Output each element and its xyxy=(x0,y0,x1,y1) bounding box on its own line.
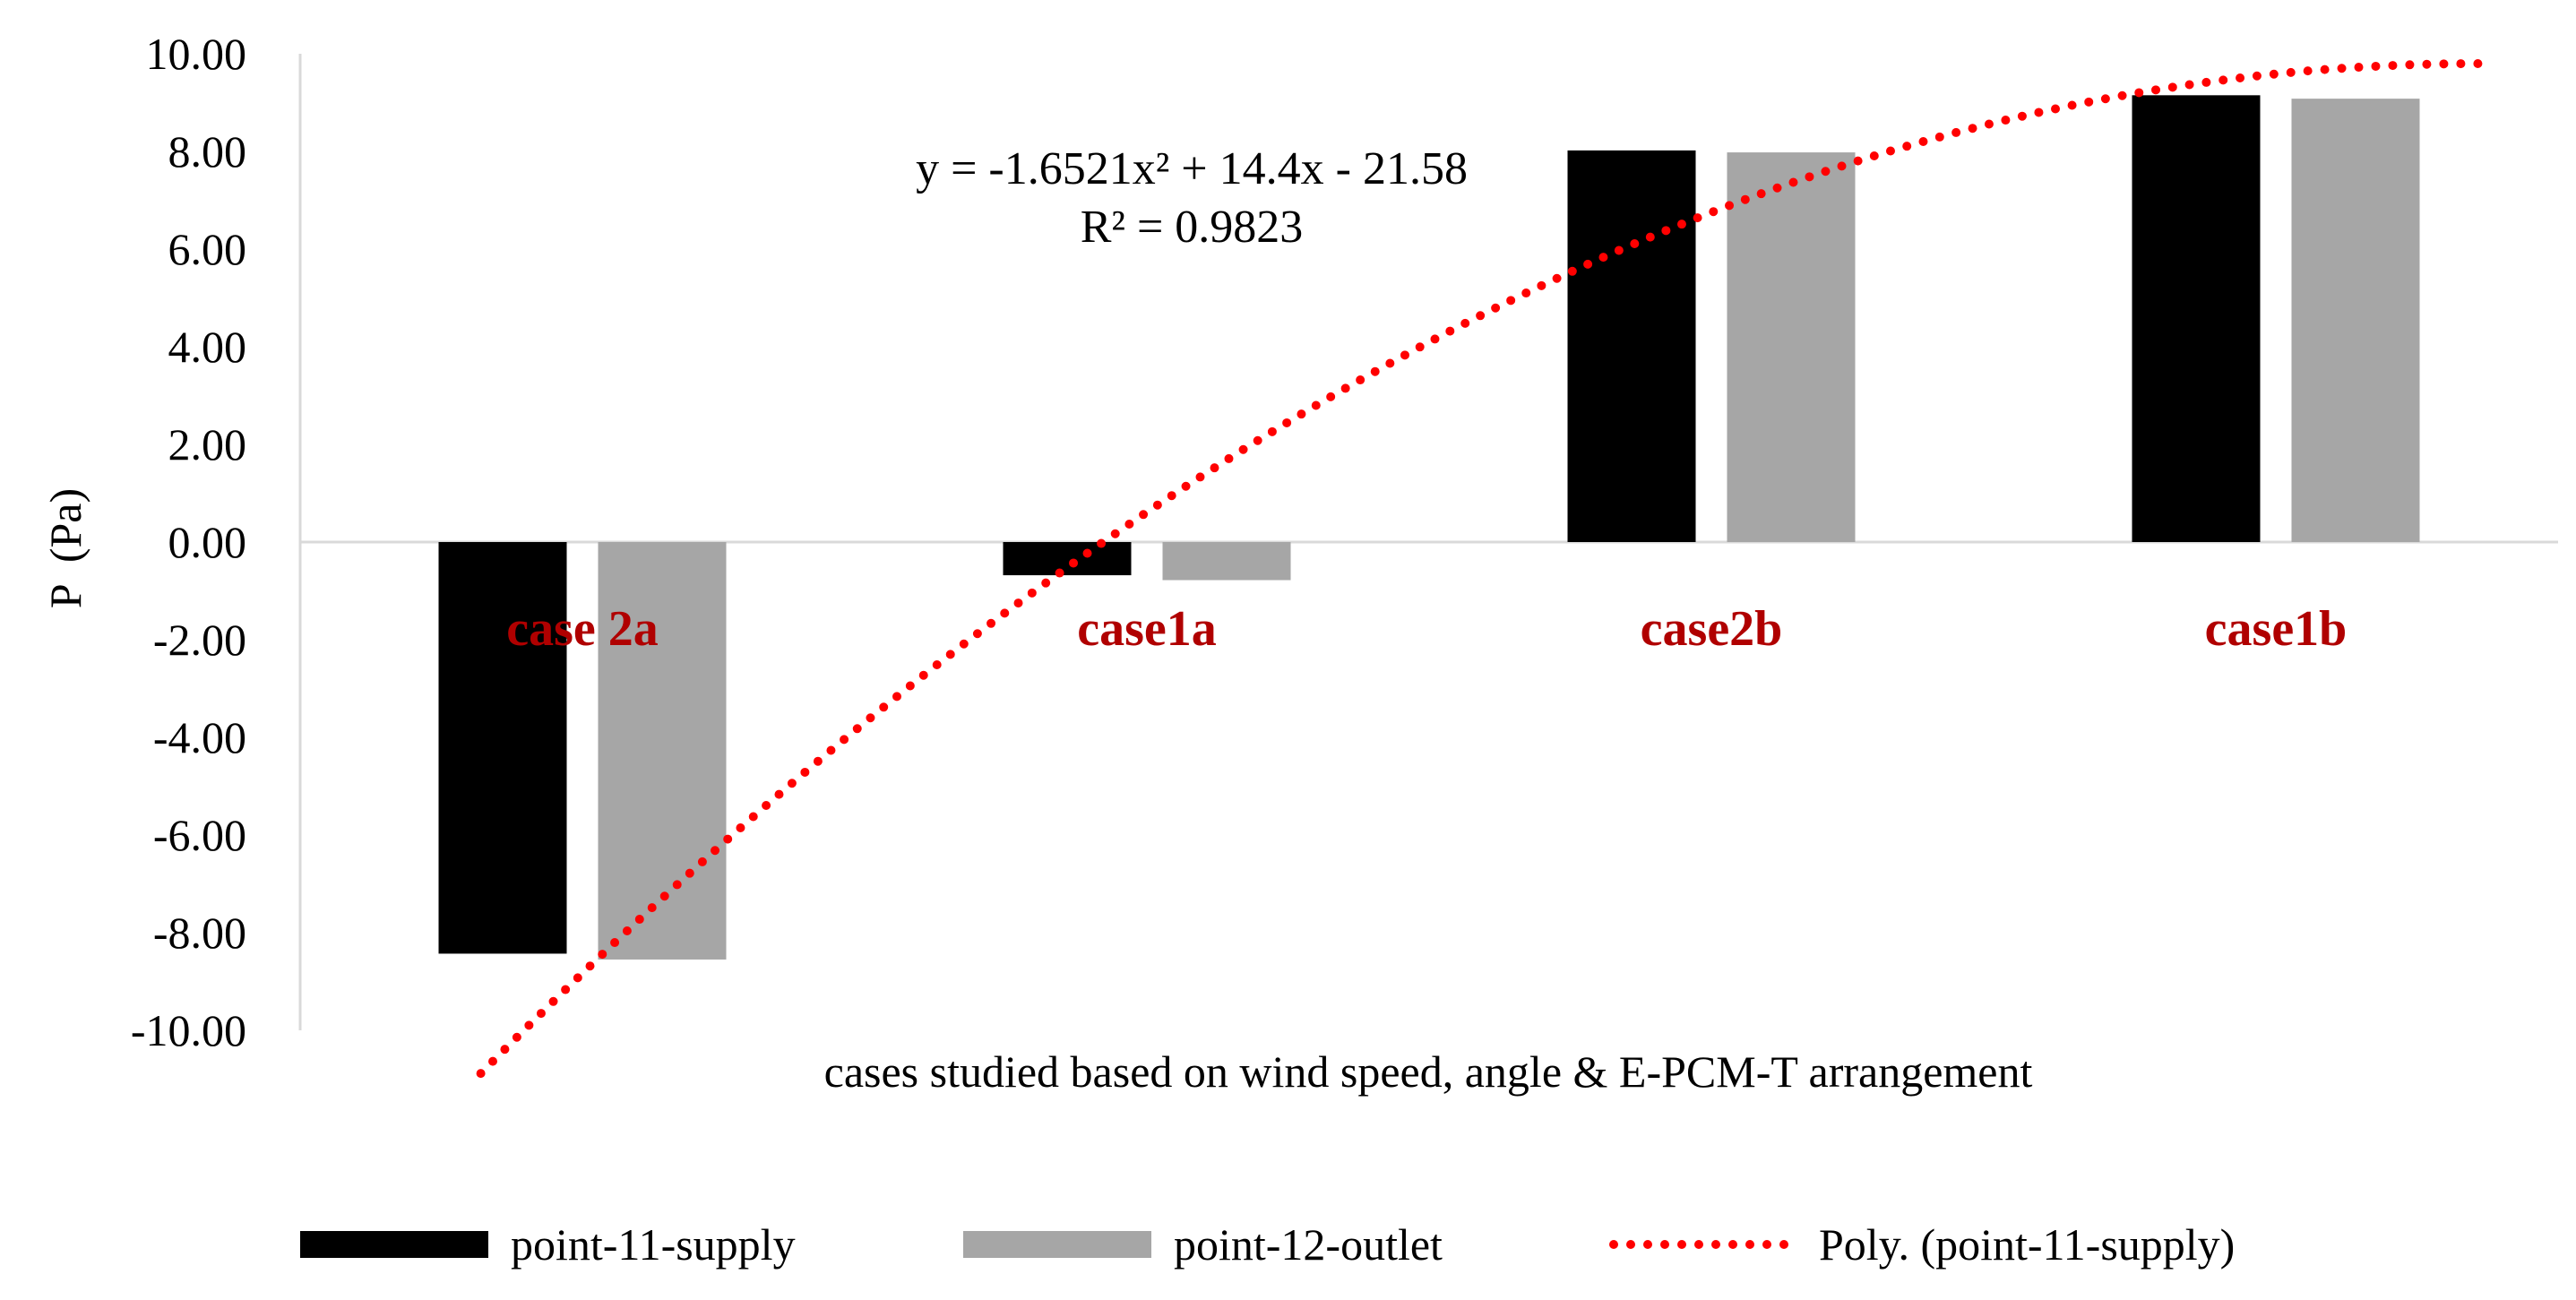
bar-point-11-supply xyxy=(1003,542,1132,576)
y-tick-label: 2.00 xyxy=(168,419,247,469)
category-label: case1a xyxy=(1077,601,1217,657)
bar-point-11-supply xyxy=(1567,150,1696,542)
y-tick-label: -4.00 xyxy=(153,712,246,762)
legend-swatch xyxy=(963,1231,1151,1258)
y-tick-label: -8.00 xyxy=(153,908,246,958)
bar-point-12-outlet xyxy=(2291,99,2420,542)
category-labels: case 2a case1a case2b case1b xyxy=(506,601,2347,657)
trendline-r-squared: R² = 0.9823 xyxy=(1081,202,1304,253)
trendline xyxy=(476,59,2495,1079)
legend-item: Poly. (point-11-supply) xyxy=(1609,1219,2235,1270)
y-tick-label: -6.00 xyxy=(153,810,246,860)
y-tick-label: -10.00 xyxy=(131,1005,246,1055)
trendline-layer xyxy=(476,59,2495,1079)
category-label: case2b xyxy=(1641,601,1783,657)
legend-item: point-12-outlet xyxy=(963,1219,1443,1270)
bar-point-11-supply xyxy=(2132,95,2261,542)
y-tick-label: 4.00 xyxy=(168,322,247,372)
y-tick-label: -2.00 xyxy=(153,615,246,665)
trendline-equation: y = -1.6521x² + 14.4x - 21.58 xyxy=(916,143,1468,194)
legend-label: point-11-supply xyxy=(511,1219,796,1270)
legend: point-11-supply point-12-outlet Poly. (poi… xyxy=(300,1219,2235,1270)
bar-point-11-supply xyxy=(438,542,567,954)
category-label: case1b xyxy=(2205,601,2348,657)
y-axis-title: P (Pa) xyxy=(40,488,90,608)
category-label: case 2a xyxy=(506,601,659,657)
legend-swatch xyxy=(300,1231,488,1258)
legend-item: point-11-supply xyxy=(300,1219,796,1270)
y-tick-label: 0.00 xyxy=(168,517,247,567)
y-tick-labels: -10.00 -8.00 -6.00 -4.00 -2.00 0.00 2.00 4.00 6.… xyxy=(131,29,246,1055)
bar-point-12-outlet xyxy=(1727,152,1856,542)
y-tick-label: 10.00 xyxy=(146,29,247,79)
y-tick-label: 8.00 xyxy=(168,126,247,176)
legend-label: point-12-outlet xyxy=(1174,1219,1443,1270)
y-tick-label: 6.00 xyxy=(168,224,247,274)
legend-label: Poly. (point-11-supply) xyxy=(1819,1219,2235,1270)
bars-layer xyxy=(438,95,2420,960)
bar-point-12-outlet xyxy=(1162,542,1291,581)
bar-point-12-outlet xyxy=(598,542,727,960)
x-axis-title: cases studied based on wind speed, angle… xyxy=(824,1046,2033,1097)
